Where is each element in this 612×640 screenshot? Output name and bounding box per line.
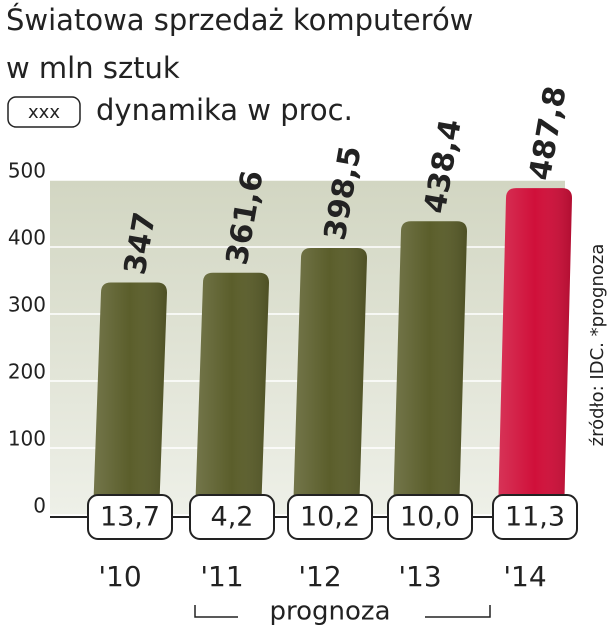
growth-label: 13,7 bbox=[100, 502, 160, 533]
bar-sheen bbox=[195, 272, 269, 515]
forecast-bracket bbox=[194, 605, 491, 618]
y-tick-label: 500 bbox=[8, 159, 46, 183]
x-tick-label: '11 bbox=[200, 560, 243, 593]
x-tick-label: '13 bbox=[398, 560, 441, 593]
bar-sheen bbox=[393, 221, 467, 515]
y-tick-label: 100 bbox=[8, 427, 46, 451]
growth-label: 4,2 bbox=[211, 502, 254, 533]
legend-box-text: xxx bbox=[28, 102, 60, 123]
bar-sheen bbox=[293, 248, 367, 515]
bar-sheen bbox=[93, 282, 167, 515]
chart-title: Światowa sprzedaż komputerów bbox=[6, 3, 473, 37]
growth-box bbox=[189, 494, 275, 540]
growth-box bbox=[492, 494, 578, 540]
chart-subtitle: w mln sztuk bbox=[6, 51, 180, 85]
y-tick-label: 400 bbox=[8, 226, 46, 250]
growth-label: 10,0 bbox=[400, 502, 460, 533]
y-tick-label: 300 bbox=[8, 293, 46, 317]
legend-text: dynamika w proc. bbox=[96, 93, 353, 127]
y-tick-label: 0 bbox=[33, 494, 46, 518]
bar-sheen bbox=[498, 188, 572, 515]
x-tick-label: '14 bbox=[503, 560, 546, 593]
growth-box bbox=[287, 494, 373, 540]
growth-label: 11,3 bbox=[505, 502, 565, 533]
source: źródło: IDC. *prognoza bbox=[587, 244, 608, 447]
growth-box bbox=[387, 494, 473, 540]
growth-label: 10,2 bbox=[300, 502, 360, 533]
x-tick-label: '10 bbox=[98, 560, 141, 593]
growth-box bbox=[87, 494, 173, 540]
y-tick-label: 200 bbox=[8, 360, 46, 384]
forecast-label: prognoza bbox=[270, 597, 391, 627]
value-label: 487,8 bbox=[523, 83, 574, 183]
x-tick-label: '12 bbox=[298, 560, 341, 593]
legend-box bbox=[7, 96, 81, 128]
